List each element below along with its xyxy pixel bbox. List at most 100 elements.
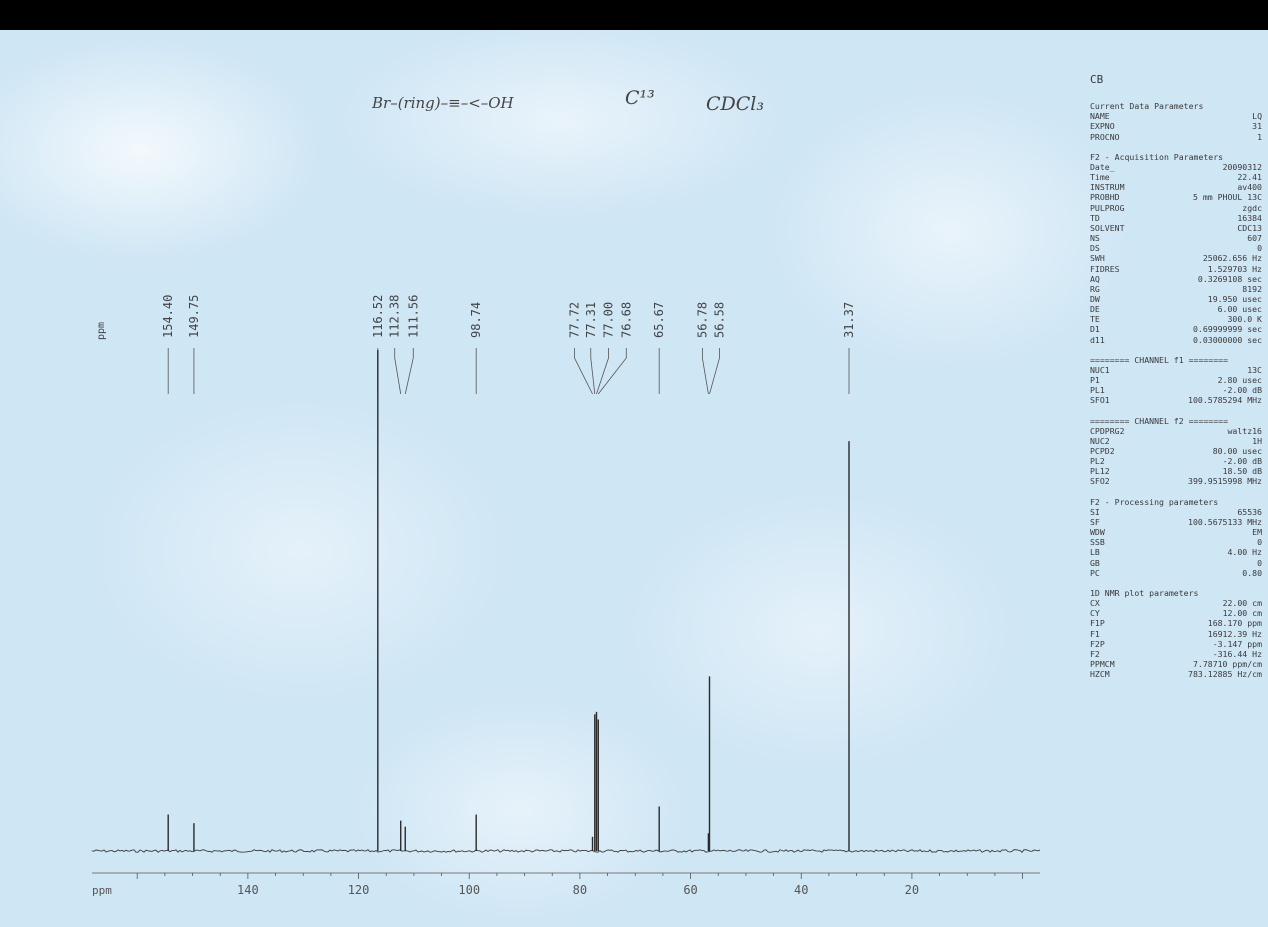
x-axis: ppm (92, 872, 1040, 897)
param-key: PL1 (1090, 385, 1105, 396)
param-group: 1D NMR plot parameters CX 22.00 cm CY 12.00 … (1090, 588, 1262, 679)
param-row: D1 0.69999999 sec (1090, 324, 1262, 334)
peak-label: 112.38 (388, 295, 402, 338)
x-tick-label: 140 (237, 883, 259, 897)
param-value: 300.0 K (1227, 314, 1262, 325)
handwritten-structure-sketch: Br–(ring)–≡–<–OH (371, 94, 515, 112)
param-key: DE (1090, 304, 1100, 315)
param-row: EXPNO 31 (1090, 121, 1262, 131)
param-key: CY (1090, 608, 1100, 619)
peak-label: 154.40 (161, 295, 175, 338)
param-row: WDW EM (1090, 527, 1262, 537)
param-row: SF 100.5675133 MHz (1090, 517, 1262, 527)
param-row: LB 4.00 Hz (1090, 547, 1262, 557)
param-value: 13C (1247, 364, 1262, 375)
param-group: Current Data Parameters NAME LQ EXPNO 31 PROC… (1090, 101, 1262, 142)
param-row: SOLVENT CDC13 (1090, 223, 1262, 233)
param-value: 25062.656 Hz (1202, 253, 1262, 264)
x-axis-ticks: 140 120 100 80 60 40 20 (136, 873, 1023, 897)
param-value: 0 (1257, 243, 1262, 254)
sample-title: CB (1090, 73, 1104, 86)
param-row: TD 16384 (1090, 213, 1262, 223)
param-group-title: F2 - Processing parameters (1090, 496, 1219, 507)
param-value: 8192 (1242, 283, 1262, 294)
param-value: 100.5675133 MHz (1188, 516, 1262, 527)
param-value: LQ (1252, 111, 1262, 122)
spectrum-baseline (91, 849, 1041, 853)
peak-label-connector (590, 348, 596, 395)
param-group-title: Current Data Parameters (1090, 101, 1204, 112)
param-row: PCPD2 80.00 usec (1090, 446, 1262, 456)
param-row: SWH 25062.656 Hz (1090, 253, 1262, 263)
param-value: 399.9515998 MHz (1188, 476, 1262, 487)
param-row: RG 8192 (1090, 284, 1262, 294)
param-key: FIDRES (1090, 263, 1120, 274)
peak-label-connector (701, 348, 709, 395)
param-row: NUC2 1H (1090, 436, 1262, 446)
param-row: PL12 18.50 dB (1090, 466, 1262, 476)
x-tick-label: 120 (348, 883, 370, 897)
peak-label: 76.68 (619, 302, 633, 338)
param-key: PROCNO (1090, 131, 1120, 142)
param-value: 16912.39 Hz (1207, 628, 1262, 639)
param-value: 16384 (1237, 212, 1262, 223)
param-value: 6.00 usec (1217, 304, 1262, 315)
param-row: PPMCM 7.78710 ppm/cm (1090, 659, 1262, 669)
param-value: 12.00 cm (1222, 608, 1262, 619)
param-value: 4.00 Hz (1227, 547, 1262, 558)
x-tick-label: 40 (794, 883, 808, 897)
param-key: NAME (1090, 111, 1110, 122)
param-row: PC 0.80 (1090, 568, 1262, 578)
param-row: DW 19.950 usec (1090, 294, 1262, 304)
x-tick-label: 100 (458, 883, 480, 897)
peak-label-connector (597, 348, 627, 395)
param-key: SFO1 (1090, 395, 1110, 406)
param-group: ======== CHANNEL f1 ======== NUC1 13C P1 2.8… (1090, 355, 1262, 406)
param-key: Time (1090, 172, 1110, 183)
peak-label-connector (709, 348, 720, 395)
param-key: WDW (1090, 527, 1105, 538)
param-group-title: ======== CHANNEL f2 ======== (1090, 415, 1229, 426)
param-row: Date_ 20090312 (1090, 162, 1262, 172)
peak-label-connectors (167, 348, 850, 395)
param-value: 783.12885 Hz/cm (1188, 669, 1262, 680)
param-key: DS (1090, 243, 1100, 254)
param-row: DE 6.00 usec (1090, 304, 1262, 314)
param-row: CX 22.00 cm (1090, 598, 1262, 608)
param-value: 22.00 cm (1222, 598, 1262, 609)
param-value: 5 mm PHOUL 13C (1192, 192, 1262, 203)
x-tick-label: 80 (573, 883, 587, 897)
param-value: CDC13 (1237, 222, 1262, 233)
param-key: PC (1090, 567, 1100, 578)
param-value: 1 (1257, 131, 1262, 142)
param-row: d11 0.03000000 sec (1090, 335, 1262, 345)
peak-axis-label: ppm (96, 322, 107, 340)
param-row: F2 -316.44 Hz (1090, 649, 1262, 659)
param-key: Date_ (1090, 161, 1115, 172)
param-row: NUC1 13C (1090, 365, 1262, 375)
peak-label-connector (596, 348, 609, 395)
param-key: PULPROG (1090, 202, 1125, 213)
param-key: TD (1090, 212, 1100, 223)
param-key: PCPD2 (1090, 446, 1115, 456)
param-key: INSTRUM (1090, 182, 1125, 193)
param-value: EM (1252, 527, 1262, 538)
param-value: -2.00 dB (1222, 456, 1262, 467)
peak-label-connector (404, 348, 414, 395)
param-key: PL2 (1090, 456, 1105, 467)
peak-label: 77.31 (584, 302, 598, 338)
peak-label: 65.67 (652, 302, 666, 338)
param-key: NUC2 (1090, 435, 1110, 446)
param-key: F1 (1090, 628, 1100, 639)
peak-label: 31.37 (842, 302, 856, 338)
param-value: 20090312 (1222, 161, 1262, 172)
peak-label: 111.56 (406, 295, 420, 338)
param-key: NUC1 (1090, 364, 1110, 375)
param-value: 31 (1252, 121, 1262, 132)
param-value: 1.529703 Hz (1207, 263, 1262, 274)
param-key: PROBHD (1090, 192, 1120, 203)
param-value: 7.78710 ppm/cm (1192, 658, 1262, 669)
param-key: DW (1090, 293, 1100, 304)
param-key: EXPNO (1090, 121, 1115, 132)
